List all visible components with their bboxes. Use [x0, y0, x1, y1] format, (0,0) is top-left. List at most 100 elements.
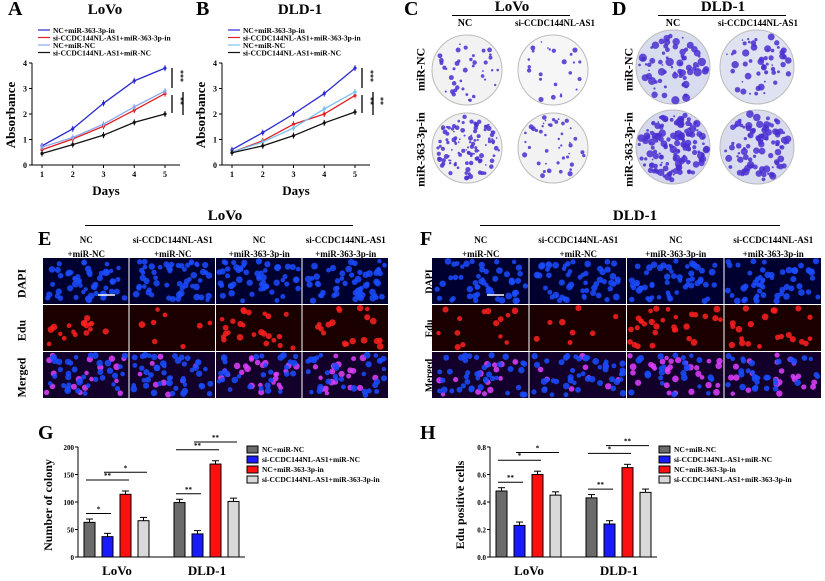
cell-nucleus	[770, 307, 777, 314]
cell-nucleus	[774, 352, 780, 358]
cell-nucleus	[114, 385, 121, 392]
cell-nucleus	[290, 345, 296, 351]
colony	[659, 163, 663, 167]
y-tick-label: 4	[23, 59, 27, 68]
colony	[724, 149, 728, 153]
cell-nucleus	[498, 376, 503, 381]
cell-nucleus	[512, 359, 519, 365]
cell-nucleus	[284, 263, 291, 270]
colony	[775, 139, 780, 145]
cell-nucleus	[634, 282, 639, 287]
colony	[674, 140, 681, 147]
cell-nucleus	[672, 375, 679, 383]
colony	[652, 135, 656, 139]
panel-e-col-header: si-CCDC144NL-AS1	[305, 235, 386, 245]
cell-nucleus	[498, 334, 503, 339]
cell-nucleus	[454, 344, 461, 351]
cell-nucleus	[143, 277, 150, 285]
cell-nucleus	[604, 266, 611, 273]
colony	[697, 57, 706, 67]
cell-nucleus	[702, 281, 709, 288]
cell-nucleus	[675, 356, 682, 364]
cell-nucleus	[705, 381, 712, 389]
cell-nucleus	[713, 305, 721, 313]
colony	[756, 71, 761, 76]
panel-e-title: LoVo	[207, 208, 243, 224]
cell-nucleus	[791, 267, 798, 274]
cell-nucleus	[245, 309, 252, 316]
colony	[445, 138, 449, 142]
cell-nucleus	[814, 373, 821, 380]
y-axis-label: Absorbance	[3, 82, 18, 149]
colony	[658, 152, 661, 155]
colony	[770, 48, 775, 53]
colony	[744, 72, 752, 80]
cell-nucleus	[628, 389, 635, 396]
colony	[688, 160, 691, 163]
sig-label: **	[507, 474, 515, 482]
cell-nucleus	[235, 276, 243, 283]
panel-f-letter: F	[420, 228, 433, 250]
cell-nucleus	[284, 281, 290, 287]
colony	[646, 129, 650, 132]
cell-nucleus	[84, 295, 92, 302]
cell-nucleus	[282, 274, 288, 279]
colony	[762, 63, 765, 67]
colony	[470, 134, 473, 137]
cell-nucleus	[469, 258, 475, 265]
cell-nucleus	[130, 385, 138, 393]
colony	[473, 139, 477, 142]
colony	[437, 156, 441, 161]
colony	[657, 168, 665, 176]
colony	[479, 153, 484, 159]
colony-plate	[517, 34, 589, 106]
colony	[658, 59, 663, 65]
cell-nucleus	[246, 279, 253, 286]
cell-nucleus	[775, 358, 782, 365]
legend-label: NC+miR-363-3p-in	[53, 26, 116, 35]
colony	[692, 139, 698, 145]
sig-label: **	[185, 486, 193, 494]
bar-LoVo-3	[549, 494, 562, 558]
data-point	[291, 112, 296, 116]
cell-nucleus	[182, 267, 187, 272]
colony	[438, 144, 442, 148]
cell-nucleus	[486, 371, 493, 378]
cell-nucleus	[114, 378, 119, 384]
cell-nucleus	[437, 369, 443, 375]
cell-nucleus	[231, 376, 239, 384]
cell-nucleus	[673, 314, 679, 320]
cell-nucleus	[692, 312, 699, 318]
cell-nucleus	[504, 340, 510, 345]
cell-nucleus	[583, 287, 590, 294]
cell-nucleus	[312, 364, 319, 370]
cell-nucleus	[224, 273, 231, 279]
panel-e-col-header: NC	[252, 235, 266, 245]
sig-label: ***	[176, 70, 185, 82]
colony	[659, 154, 664, 159]
colony	[474, 148, 479, 153]
cell-nucleus	[314, 324, 321, 330]
cell-nucleus	[326, 267, 331, 273]
cell-nucleus	[182, 382, 188, 387]
panel-e-rule	[85, 225, 353, 226]
colony	[774, 119, 777, 122]
cell-nucleus	[106, 367, 114, 374]
sig-label: **	[186, 97, 190, 105]
colony	[526, 68, 532, 73]
colony	[538, 129, 543, 134]
cell-nucleus	[196, 370, 203, 377]
colony	[438, 139, 442, 144]
colony	[465, 167, 471, 173]
colony	[672, 72, 679, 79]
colony	[657, 78, 663, 84]
cell-nucleus	[558, 279, 565, 286]
legend-label: NC+miR-NC	[243, 41, 285, 50]
cell-nucleus	[221, 356, 227, 362]
colony	[745, 144, 751, 149]
cell-nucleus	[265, 313, 272, 320]
cell-nucleus	[311, 262, 318, 270]
colony	[764, 136, 769, 141]
cell-nucleus	[540, 378, 548, 385]
